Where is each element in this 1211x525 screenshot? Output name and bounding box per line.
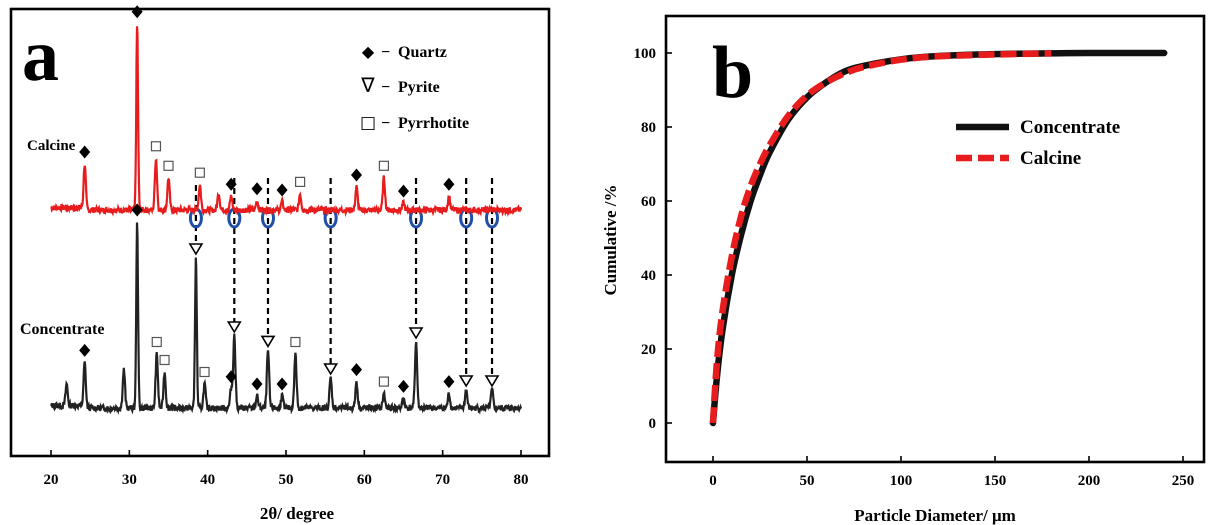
legend-pyrite-symbol: ∇: [360, 73, 375, 97]
concentrate-series-label: Concentrate: [20, 321, 104, 338]
pyrrhotite-marker: [199, 366, 210, 378]
panel-a-x-axis-title: 2θ/ degree: [260, 504, 335, 523]
pyrrhotite-marker: [150, 141, 162, 152]
panel-a-x-tick-label: 70: [435, 472, 450, 488]
panel-b-y-axis-title: Cumulative /%: [601, 185, 620, 296]
panel-b-legend: Concentrate Calcine: [956, 117, 1120, 169]
panel-b-letter: b: [712, 32, 753, 114]
legend-quartz-dash: −: [381, 44, 390, 61]
panel-b-x-tick-label: 0: [709, 473, 717, 489]
pyrrhotite-marker: [151, 336, 162, 348]
calcine-series-label: Calcine: [27, 138, 76, 154]
panel-b-ticks: [666, 52, 1184, 462]
pyrrhotite-marker: [378, 376, 390, 387]
panel-b-y-tick-label: 60: [641, 194, 656, 210]
pyrrhotite-marker: [159, 354, 170, 366]
panel-a-frame: [9, 7, 551, 458]
quartz-marker: [251, 182, 263, 196]
panel-a-x-tick-label: 50: [279, 472, 294, 488]
pyrite-marker: [188, 243, 204, 256]
pyrite-marker: [323, 363, 339, 376]
quartz-marker: [276, 377, 288, 391]
panel-a-x-tick-label: 40: [200, 472, 215, 488]
quartz-marker: [351, 168, 362, 182]
quartz-marker: [79, 145, 91, 159]
quartz-marker: [251, 377, 263, 391]
panel-b: b 0 50 100 150 200 250 0 20 40 60 80 100 Particle D…: [601, 14, 1206, 525]
legend-pyrrhotite-symbol: □: [360, 113, 376, 133]
pyrrhotite-marker: [194, 167, 205, 178]
panel-b-x-tick-label: 200: [1078, 473, 1101, 489]
panel-a-x-tick-label: 30: [122, 472, 137, 488]
legend-calcine-label: Calcine: [1020, 148, 1081, 169]
quartz-marker: [443, 177, 455, 191]
quartz-marker: [276, 183, 288, 197]
pyrite-marker: [484, 375, 500, 388]
pyrrhotite-marker: [163, 160, 174, 171]
panel-b-x-tick-label: 150: [984, 473, 1007, 489]
panel-b-x-tick-label: 250: [1172, 473, 1195, 489]
panel-a-x-tick-label: 60: [357, 472, 372, 488]
panel-a-legend: ◆ − Quartz ∇ − Pyrite □ − Pyrrhotite: [360, 44, 469, 133]
panel-b-x-tick-label: 100: [890, 473, 913, 489]
pyrrhotite-marker: [290, 336, 301, 348]
legend-pyrite-label: Pyrite: [398, 79, 440, 96]
panel-b-y-tick-label: 0: [649, 416, 657, 432]
quartz-marker: [131, 5, 143, 19]
panel-b-curves: [709, 49, 1168, 427]
panel-b-y-tick-label: 100: [634, 46, 657, 62]
panel-b-tick-labels: 0 50 100 150 200 250 0 20 40 60 80 100: [634, 46, 1195, 489]
quartz-marker: [443, 375, 455, 389]
pyrite-marker: [408, 327, 424, 340]
panel-b-x-axis-title: Particle Diameter/ μm: [854, 506, 1016, 525]
pyrite-marker: [458, 375, 474, 388]
panel-a-x-tick-labels: 20 30 40 50 60 70 80: [44, 472, 529, 488]
quartz-marker: [79, 343, 91, 357]
quartz-marker: [398, 184, 409, 198]
legend-pyrrhotite-label: Pyrrhotite: [398, 115, 469, 132]
legend-pyrrhotite-dash: −: [381, 115, 390, 132]
legend-pyrite-dash: −: [381, 79, 390, 96]
quartz-marker: [131, 203, 143, 217]
panel-b-y-tick-label: 20: [641, 342, 656, 358]
panel-a-x-tick-label: 80: [514, 472, 529, 488]
calcine-xrd-line: [50, 26, 523, 218]
quartz-marker: [225, 370, 237, 384]
panel-b-y-tick-label: 40: [641, 268, 656, 284]
panel-b-frame: [664, 14, 1206, 464]
quartz-marker: [398, 379, 409, 393]
panel-a: a 20 30 40 50 60 70 80 2θ/ degree ◆ − Quartz ∇…: [9, 5, 551, 523]
panel-a-x-ticks: [50, 450, 522, 456]
legend-concentrate-label: Concentrate: [1020, 117, 1120, 138]
pyrite-marker: [226, 321, 242, 334]
quartz-marker: [225, 177, 237, 191]
panel-b-x-tick-label: 50: [800, 473, 815, 489]
panel-a-curves: [50, 26, 523, 416]
legend-quartz-label: Quartz: [398, 44, 447, 61]
pyrrhotite-marker: [295, 176, 306, 187]
pyrite-marker: [260, 335, 276, 348]
panel-a-phase-markers: [79, 5, 455, 393]
panel-b-y-tick-label: 80: [641, 120, 656, 136]
concentrate-xrd-line: [50, 222, 523, 416]
pyrrhotite-marker: [378, 160, 390, 171]
concentrate-psd-line: [709, 49, 1168, 427]
panel-a-letter: a: [22, 15, 59, 97]
calcine-psd-line: [709, 50, 1052, 424]
legend-quartz-symbol: ◆: [362, 44, 375, 61]
quartz-marker: [351, 363, 362, 377]
panel-a-x-tick-label: 20: [44, 472, 59, 488]
